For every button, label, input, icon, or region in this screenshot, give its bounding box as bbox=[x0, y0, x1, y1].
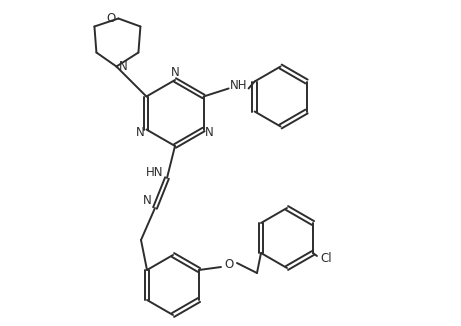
Text: HN: HN bbox=[146, 167, 164, 180]
Text: N: N bbox=[136, 126, 145, 140]
Text: Cl: Cl bbox=[320, 251, 332, 264]
Text: N: N bbox=[205, 126, 214, 140]
Text: N: N bbox=[171, 67, 179, 80]
Text: N: N bbox=[119, 60, 128, 73]
Text: N: N bbox=[142, 194, 151, 206]
Text: O: O bbox=[107, 12, 116, 25]
Text: NH: NH bbox=[230, 79, 248, 92]
Text: O: O bbox=[225, 259, 234, 272]
